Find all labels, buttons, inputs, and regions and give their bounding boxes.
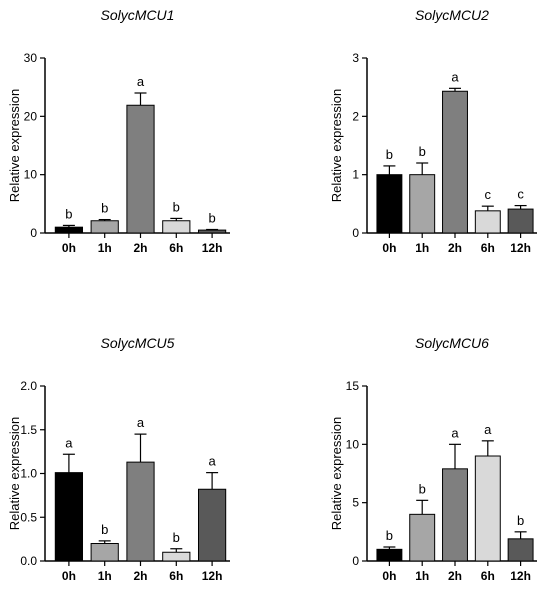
bar-0h [376, 548, 403, 562]
x-tick-label: 1h [415, 569, 429, 583]
significance-letter: b [101, 522, 108, 537]
x-tick-label: 2h [448, 241, 462, 255]
significance-letter: b [419, 144, 426, 159]
y-tick-label: 0 [352, 226, 359, 240]
y-tick-label: 15 [346, 379, 360, 393]
x-tick-label: 12h [202, 241, 223, 255]
y-tick-label: 5 [352, 496, 359, 510]
significance-letter: b [419, 481, 426, 496]
bar-2h [126, 104, 155, 234]
x-tick-label: 0h [62, 569, 76, 583]
y-tick-label: 1 [352, 168, 359, 182]
significance-letter: a [484, 422, 492, 437]
x-tick-label: 0h [382, 569, 396, 583]
bar-0h [54, 472, 84, 562]
x-tick-label: 6h [169, 241, 183, 255]
significance-letter: b [65, 206, 72, 221]
y-tick-label: 10 [346, 437, 360, 451]
bar-6h [474, 455, 501, 562]
panel-solycmcu6: SolycMCU6 Relative expression 0 5 10 15 b 0h b 1h… [329, 335, 537, 583]
y-tick-label: 1.5 [20, 423, 37, 437]
significance-letter: c [485, 187, 492, 202]
x-tick-label: 12h [510, 569, 531, 583]
y-tick-label: 2.0 [20, 379, 37, 393]
bar-1h [90, 220, 119, 234]
x-tick-label: 6h [481, 241, 495, 255]
y-axis-label: Relative expression [7, 89, 22, 202]
panel-solycmcu2: SolycMCU2 Relative expression 0 1 2 3 b 0h b 1h a 2… [329, 7, 537, 255]
bar-12h [197, 488, 227, 562]
significance-letter: a [65, 435, 73, 450]
bar-2h [126, 461, 155, 562]
bar-6h [162, 551, 191, 562]
y-tick-label: 0 [30, 226, 37, 240]
y-tick-label: 0.5 [20, 510, 37, 524]
bar-0h [54, 226, 84, 234]
panel-solycmcu1: SolycMCU1 Relative expression 0 10 20 30 b 0h b 1… [7, 7, 230, 255]
y-tick-label: 0 [352, 554, 359, 568]
x-tick-label: 2h [133, 241, 147, 255]
y-tick-label: 10 [24, 168, 38, 182]
significance-letter: b [173, 199, 180, 214]
x-tick-label: 12h [510, 241, 531, 255]
x-tick-label: 1h [98, 241, 112, 255]
bar-2h [442, 468, 468, 562]
significance-letter: a [451, 69, 459, 84]
bar-1h [409, 513, 436, 562]
x-tick-label: 0h [382, 241, 396, 255]
y-axis-label: Relative expression [329, 417, 344, 530]
y-tick-label: 3 [352, 51, 359, 65]
significance-letter: a [208, 454, 216, 469]
y-tick-label: 2 [352, 109, 359, 123]
x-tick-label: 6h [169, 569, 183, 583]
bar-12h [507, 538, 534, 562]
x-tick-label: 12h [202, 569, 223, 583]
significance-letter: b [101, 201, 108, 216]
bar-6h [474, 210, 501, 234]
y-tick-label: 1.0 [20, 467, 37, 481]
x-tick-label: 2h [133, 569, 147, 583]
significance-letter: c [517, 187, 524, 202]
x-tick-label: 1h [98, 569, 112, 583]
y-tick-label: 0.0 [20, 554, 37, 568]
chart-title: SolycMCU6 [415, 335, 489, 351]
significance-letter: a [137, 74, 145, 89]
y-tick-label: 20 [24, 109, 38, 123]
bar-0h [376, 174, 403, 234]
significance-letter: a [137, 415, 145, 430]
y-axis-label: Relative expression [7, 417, 22, 530]
chart-title: SolycMCU5 [101, 335, 175, 351]
bar-1h [90, 543, 119, 562]
y-tick-label: 30 [24, 51, 38, 65]
x-tick-label: 1h [415, 241, 429, 255]
significance-letter: b [208, 211, 215, 226]
significance-letter: b [517, 513, 524, 528]
significance-letter: b [173, 530, 180, 545]
chart-title: SolycMCU1 [101, 7, 175, 23]
x-tick-label: 0h [62, 241, 76, 255]
bar-12h [197, 229, 227, 234]
bar-2h [442, 90, 468, 234]
significance-letter: b [386, 528, 393, 543]
bar-6h [162, 220, 191, 234]
y-axis-label: Relative expression [329, 89, 344, 202]
significance-letter: a [451, 425, 459, 440]
significance-letter: b [386, 147, 393, 162]
bar-12h [507, 208, 534, 234]
chart-title: SolycMCU2 [415, 7, 489, 23]
panel-solycmcu5: SolycMCU5 Relative expression 0.0 0.5 1.0 1.5… [7, 335, 230, 583]
bar-1h [409, 174, 436, 234]
x-tick-label: 2h [448, 569, 462, 583]
x-tick-label: 6h [481, 569, 495, 583]
